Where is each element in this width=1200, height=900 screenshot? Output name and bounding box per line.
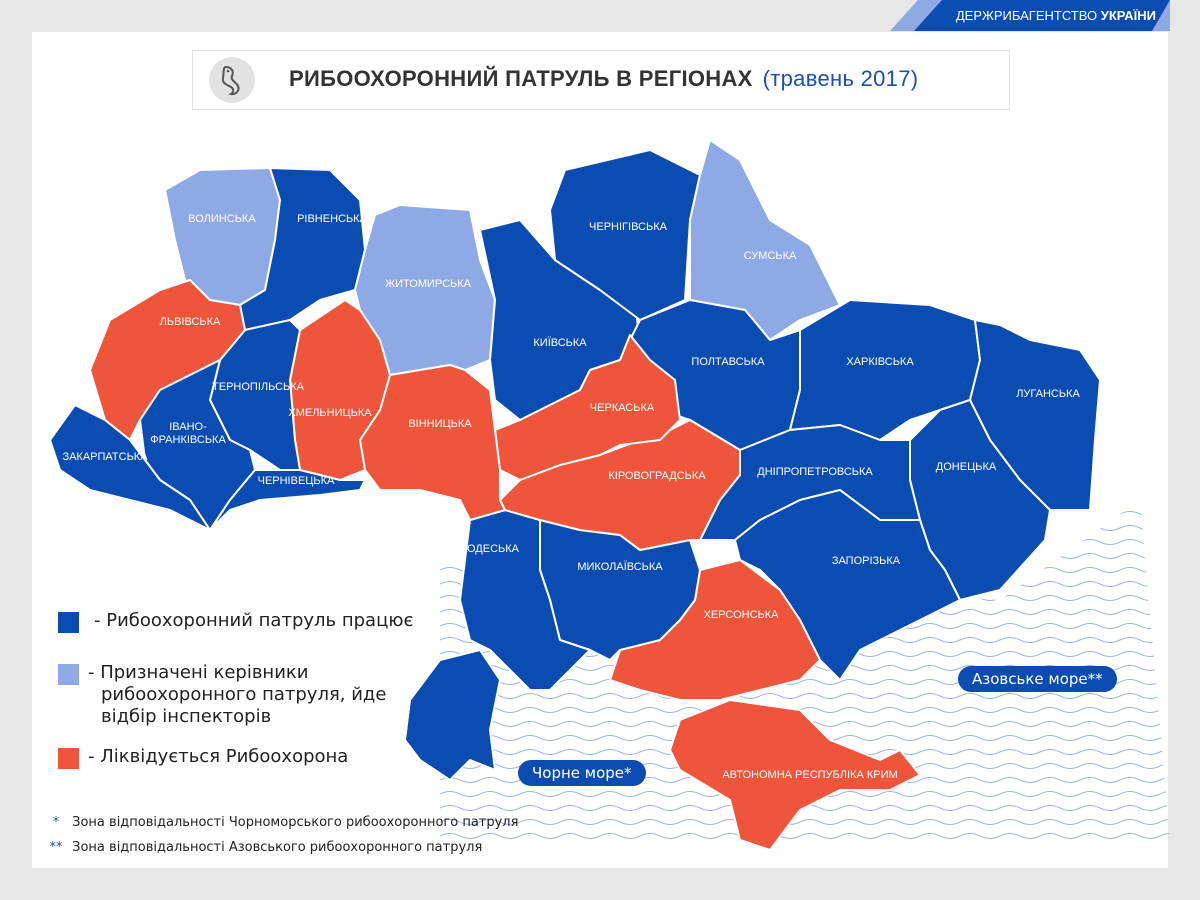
region-label: ЗАКАРПАТСЬКА: [62, 451, 148, 463]
region-label: ЛУГАНСЬКА: [1016, 388, 1080, 400]
brand-text: ДЕРЖРИБАГЕНТСТВО УКРАЇНИ: [955, 8, 1156, 23]
region-label: ЧЕРНІВЕЦЬКА: [258, 475, 335, 487]
region-label: КИЇВСЬКА: [533, 337, 587, 349]
region-label: ЖИТОМИРСЬКА: [385, 278, 472, 290]
region-chernivtsi[interactable]: [209, 469, 366, 531]
wave-line: [440, 805, 1170, 811]
region-odesa[interactable]: [404, 509, 591, 781]
region-label: ВІННИЦЬКА: [408, 418, 472, 430]
region-label: ХЕРСОНСЬКА: [704, 609, 780, 621]
region-cherkasy[interactable]: [494, 334, 681, 481]
region-label: ХМЕЛЬНИЦЬКА: [288, 407, 372, 419]
region-zaporizhzhia[interactable]: [734, 489, 961, 681]
region-label: МИКОЛАЇВСЬКА: [577, 561, 663, 573]
title-box: РИБООХОРОННИЙ ПАТРУЛЬ В РЕГІОНАХ (травень…: [192, 50, 1010, 110]
region-label: АВТОНОМНА РЕСПУБЛІКА КРИМ: [722, 769, 897, 781]
wave-line: [440, 721, 1170, 727]
footnote: * Зона відповідальності Чорноморського р…: [52, 815, 519, 830]
brand-banner: ДЕРЖРИБАГЕНТСТВО УКРАЇНИ: [890, 0, 1170, 31]
region-label: ІВАНО-: [169, 421, 207, 433]
region-label: ЗАПОРІЗЬКА: [832, 555, 901, 567]
legend-swatch: [58, 612, 79, 633]
black-sea-label: Чорне море*: [518, 760, 646, 786]
region-label: ПОЛТАВСЬКА: [691, 356, 765, 368]
wave-line: [440, 833, 1170, 839]
footnote: ** Зона відповідальності Азовського рибо…: [49, 840, 483, 855]
region-label: ДОНЕЦЬКА: [936, 461, 997, 473]
region-label: ХАРКІВСЬКА: [846, 356, 914, 368]
region-label: ТЕРНОПІЛЬСЬКА: [212, 381, 305, 393]
region-label: ЧЕРКАСЬКА: [590, 402, 655, 414]
azov-sea-label: Азовське море**: [958, 666, 1117, 692]
region-sumy[interactable]: [689, 139, 841, 341]
region-label: РІВНЕНСЬКА: [297, 213, 368, 225]
region-label: ЧЕРНІГІВСЬКА: [589, 221, 668, 233]
region-label: ФРАНКІВСЬКА: [150, 434, 226, 446]
region-label: КІРОВОГРАДСЬКА: [608, 470, 706, 482]
wave-line: [440, 848, 1200, 853]
legend-swatch: [58, 748, 79, 769]
wave-line: [440, 819, 1170, 825]
legend-swatch: [58, 664, 79, 685]
wave-line: [440, 707, 1170, 713]
region-label: ВОЛИНСЬКА: [188, 213, 256, 225]
region-label: ОДЕСЬКА: [467, 543, 520, 555]
wave-line: [440, 693, 1170, 699]
region-zakarpattia[interactable]: [49, 404, 211, 531]
region-label: СУМСЬКА: [744, 250, 797, 262]
region-crimea[interactable]: [669, 699, 921, 851]
region-label: ЛЬВІВСЬКА: [160, 316, 221, 328]
region-label: ДНІПРОПЕТРОВСЬКА: [757, 466, 873, 478]
region-lviv[interactable]: [89, 279, 246, 441]
footnotes: * Зона відповідальності Чорноморського р…: [44, 815, 519, 865]
page-subtitle: (травень 2017): [762, 66, 919, 91]
page-title: РИБООХОРОННИЙ ПАТРУЛЬ В РЕГІОНАХ (травень…: [289, 66, 919, 91]
fish-icon: [209, 57, 255, 103]
